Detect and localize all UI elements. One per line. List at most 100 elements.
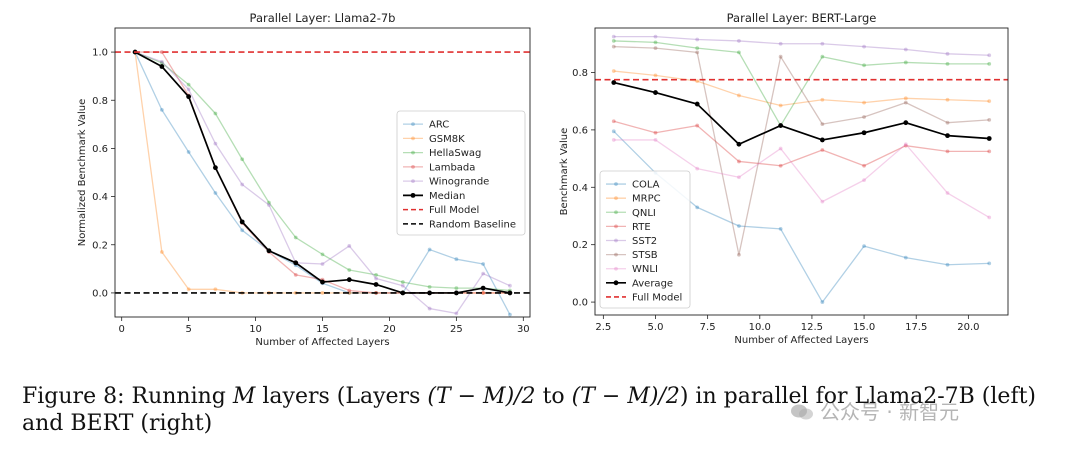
data-point <box>987 99 992 104</box>
data-point <box>213 191 218 195</box>
data-point <box>293 260 299 266</box>
data-point <box>481 291 486 295</box>
data-point <box>695 46 700 50</box>
data-point <box>347 244 352 248</box>
data-point <box>695 37 700 42</box>
data-point <box>320 252 325 257</box>
data-point <box>861 130 867 136</box>
legend-marker <box>410 192 416 198</box>
legend-entry-mrpc: MRPC <box>606 194 661 205</box>
legend-entry-average: Average <box>606 278 673 289</box>
caption-text-mid: layers (Layers <box>262 384 421 409</box>
legend-entry-winogrande: Winogrande <box>403 177 489 188</box>
data-point <box>480 285 486 291</box>
data-point <box>778 103 783 108</box>
data-point <box>346 277 352 283</box>
data-point <box>903 120 909 126</box>
legend-marker <box>614 182 618 186</box>
legend-entry-qnli: QNLI <box>606 208 656 219</box>
data-point <box>481 291 486 295</box>
data-point <box>945 120 950 125</box>
data-point <box>374 276 378 281</box>
x-tick-label: 15 <box>316 324 329 335</box>
data-point <box>347 291 352 295</box>
wechat-icon <box>791 404 813 420</box>
data-point <box>945 97 950 102</box>
caption-math-expr1: (T − M)/2 <box>427 384 536 409</box>
data-point <box>293 235 298 240</box>
x-tick-label: 2.5 <box>595 322 611 333</box>
data-point <box>374 272 378 277</box>
legend-label: QNLI <box>632 208 656 219</box>
data-point <box>903 143 908 148</box>
data-point <box>862 100 866 105</box>
x-tick-label: 0 <box>119 324 125 335</box>
data-point <box>454 257 459 262</box>
series-line <box>613 70 990 107</box>
series-mrpc <box>611 69 992 108</box>
legend-label: WNLI <box>632 264 658 275</box>
chart-title: Parallel Layer: BERT-Large <box>727 11 877 25</box>
data-point <box>240 182 245 187</box>
legend-label: Lambada <box>429 162 475 173</box>
x-tick-label: 12.5 <box>801 322 823 333</box>
legend-label: RTE <box>632 222 651 233</box>
legend-marker <box>411 164 415 169</box>
legend-entry-lambada: Lambada <box>403 162 475 173</box>
y-tick-label: 1.0 <box>92 48 108 59</box>
legend-label: Winogrande <box>429 177 489 188</box>
data-point <box>862 44 866 49</box>
legend-label: COLA <box>632 180 660 191</box>
data-point <box>240 228 245 233</box>
data-point <box>508 312 512 317</box>
y-tick-label: 0.6 <box>572 125 588 136</box>
data-point <box>320 262 325 266</box>
y-tick-label: 0.8 <box>572 68 588 79</box>
data-point <box>347 268 352 272</box>
legend-entry-full-model: Full Model <box>403 205 479 216</box>
series-stsb <box>611 44 992 257</box>
x-axis-label: Number of Affected Layers <box>734 335 868 346</box>
data-point <box>862 244 866 249</box>
data-point <box>820 41 825 46</box>
data-point <box>453 290 459 296</box>
data-point <box>347 291 352 295</box>
data-point <box>778 123 784 128</box>
legend-entry-gsm8k: GSM8K <box>403 134 465 145</box>
data-point <box>347 288 352 293</box>
data-point <box>508 283 512 288</box>
data-point <box>611 44 616 49</box>
data-point <box>695 166 700 171</box>
legend-marker <box>411 122 415 127</box>
series-line <box>613 40 990 127</box>
legend-entry-sst2: SST2 <box>606 236 657 247</box>
y-tick-label: 0.6 <box>92 144 108 155</box>
data-point <box>987 149 992 154</box>
legend: ARC GSM8K HellaSwag Lambada Winogrande Median… <box>396 110 526 236</box>
data-point <box>240 157 245 162</box>
legend-label: SST2 <box>632 236 657 247</box>
data-point <box>427 247 432 252</box>
legend-marker <box>411 136 415 141</box>
data-point <box>611 34 616 39</box>
data-point <box>862 178 866 183</box>
legend-label: ARC <box>429 120 449 131</box>
series-median <box>132 49 513 296</box>
data-point <box>820 300 825 304</box>
data-point <box>737 224 741 228</box>
data-point <box>694 101 700 107</box>
series-line <box>613 35 990 56</box>
data-point <box>427 306 432 311</box>
legend-marker <box>614 210 618 215</box>
legend-entry-arc: ARC <box>403 120 449 131</box>
data-point <box>267 200 271 205</box>
data-point <box>695 123 700 128</box>
caption-text-pre: Running <box>131 384 226 409</box>
legend-label: MRPC <box>632 194 661 205</box>
data-point <box>695 79 700 83</box>
data-point <box>778 163 783 168</box>
legend-box <box>599 170 691 309</box>
y-axis-label: Benchmark Value <box>559 128 570 216</box>
x-tick-label: 5.0 <box>648 322 664 333</box>
caption-label: Figure 8: <box>22 384 125 409</box>
